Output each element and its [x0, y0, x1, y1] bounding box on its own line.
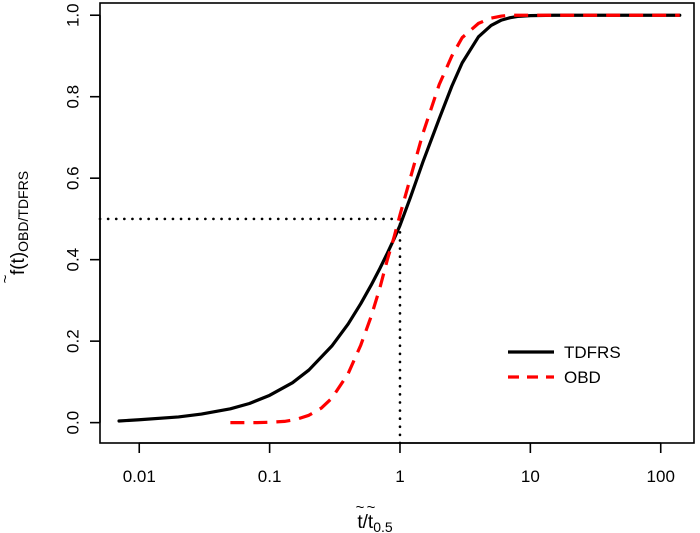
y-tick-label: 0.8: [64, 85, 83, 109]
x-title-subscript: 0.5: [373, 519, 393, 533]
y-tick-label: 1.0: [64, 3, 83, 27]
plot-frame: [99, 2, 695, 444]
x-axis: 0.01 0.1 1 10 100: [123, 442, 675, 486]
x-tick-label: 100: [647, 467, 675, 486]
y-title-subscript: OBD/TDFRS: [15, 171, 31, 252]
y-tick-label: 0.2: [64, 329, 83, 353]
y-axis-title: f(t)OBD/TDFRS ~: [0, 171, 31, 283]
y-title-close: ): [8, 252, 29, 258]
x-tick-label: 0.1: [258, 467, 282, 486]
y-title-prefix: f(: [8, 263, 29, 275]
series-layer: [117, 13, 682, 425]
x-tick-label: 10: [521, 467, 540, 486]
svg-text:t/t0.5: t/t0.5: [357, 512, 393, 533]
series-line-obd: [230, 13, 680, 425]
legend: TDFRS OBD: [508, 343, 621, 387]
x-title-var1: t: [357, 512, 363, 533]
x-title-accent-2: ~: [367, 499, 376, 516]
x-title-var2: t: [368, 512, 374, 533]
y-tick-label: 0.4: [64, 248, 83, 272]
y-axis: 0.0 0.2 0.4 0.6 0.8 1.0: [64, 3, 101, 434]
y-title-accent: ~: [0, 274, 14, 283]
legend-label-obd: OBD: [564, 368, 601, 387]
y-tick-label: 0.6: [64, 166, 83, 190]
x-tick-label: 1: [395, 467, 404, 486]
x-tick-label: 0.01: [123, 467, 156, 486]
legend-label-tdfrs: TDFRS: [564, 343, 621, 362]
y-tick-label: 0.0: [64, 411, 83, 435]
x-title-accent-1: ~: [356, 499, 365, 516]
x-title-slash: /: [363, 512, 369, 533]
svg-text:f(t)OBD/TDFRS: f(t)OBD/TDFRS: [8, 171, 31, 275]
reference-lines: [98, 217, 402, 445]
y-title-var: t: [8, 257, 29, 263]
x-axis-title: t/t0.5 ~ ~: [356, 499, 393, 533]
